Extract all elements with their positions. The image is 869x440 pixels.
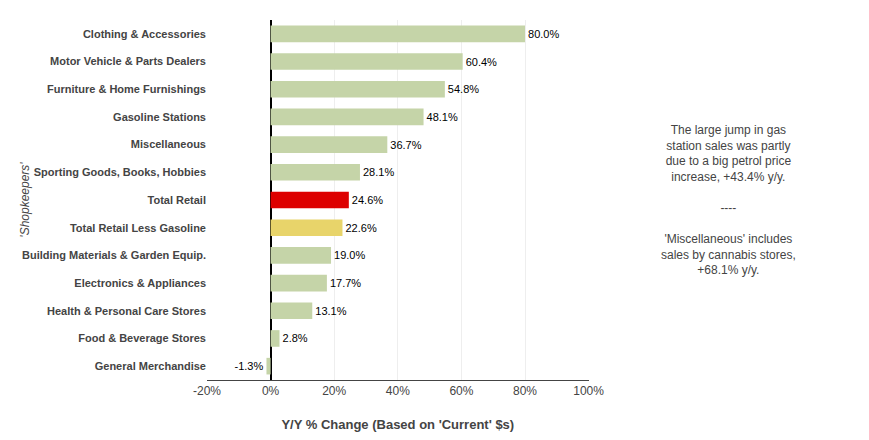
svg-text:48.1%: 48.1% bbox=[427, 111, 458, 123]
svg-text:80%: 80% bbox=[513, 384, 537, 398]
svg-text:Electronics & Appliances: Electronics & Appliances bbox=[74, 277, 206, 289]
svg-text:'Shopkeepers': 'Shopkeepers' bbox=[18, 162, 32, 238]
svg-text:-1.3%: -1.3% bbox=[235, 360, 264, 372]
svg-text:20%: 20% bbox=[322, 384, 346, 398]
svg-text:80.0%: 80.0% bbox=[528, 28, 559, 40]
svg-text:General Merchandise: General Merchandise bbox=[95, 360, 206, 372]
svg-text:Sporting Goods, Books, Hobbies: Sporting Goods, Books, Hobbies bbox=[34, 166, 206, 178]
svg-text:Total Retail Less Gasoline: Total Retail Less Gasoline bbox=[70, 222, 206, 234]
svg-text:36.7%: 36.7% bbox=[390, 139, 421, 151]
svg-text:60%: 60% bbox=[449, 384, 473, 398]
svg-text:Food & Beverage Stores: Food & Beverage Stores bbox=[78, 332, 206, 344]
svg-text:2.8%: 2.8% bbox=[283, 332, 308, 344]
svg-text:28.1%: 28.1% bbox=[363, 166, 394, 178]
svg-text:Y/Y % Change (Based on 'Curren: Y/Y % Change (Based on 'Current' $s) bbox=[281, 417, 514, 432]
svg-text:Furniture & Home Furnishings: Furniture & Home Furnishings bbox=[47, 83, 206, 95]
svg-text:60.4%: 60.4% bbox=[466, 56, 497, 68]
svg-text:Gasoline Stations: Gasoline Stations bbox=[113, 111, 206, 123]
svg-text:40%: 40% bbox=[386, 384, 410, 398]
svg-text:Clothing & Accessories: Clothing & Accessories bbox=[83, 28, 206, 40]
svg-text:17.7%: 17.7% bbox=[330, 277, 361, 289]
svg-text:100%: 100% bbox=[573, 384, 604, 398]
svg-text:Building Materials & Garden Eq: Building Materials & Garden Equip. bbox=[22, 249, 206, 261]
svg-text:19.0%: 19.0% bbox=[334, 249, 365, 261]
svg-text:22.6%: 22.6% bbox=[345, 222, 376, 234]
svg-text:0%: 0% bbox=[262, 384, 280, 398]
svg-text:13.1%: 13.1% bbox=[315, 305, 346, 317]
svg-text:54.8%: 54.8% bbox=[448, 83, 479, 95]
svg-text:Total Retail: Total Retail bbox=[148, 194, 206, 206]
svg-text:Motor Vehicle & Parts Dealers: Motor Vehicle & Parts Dealers bbox=[50, 55, 206, 67]
svg-text:Health & Personal Care Stores: Health & Personal Care Stores bbox=[47, 305, 206, 317]
svg-text:The large jump in gasstation s: The large jump in gasstation sales was p… bbox=[661, 123, 796, 277]
svg-text:Miscellaneous: Miscellaneous bbox=[131, 138, 206, 150]
svg-text:-20%: -20% bbox=[193, 384, 221, 398]
svg-text:24.6%: 24.6% bbox=[352, 194, 383, 206]
